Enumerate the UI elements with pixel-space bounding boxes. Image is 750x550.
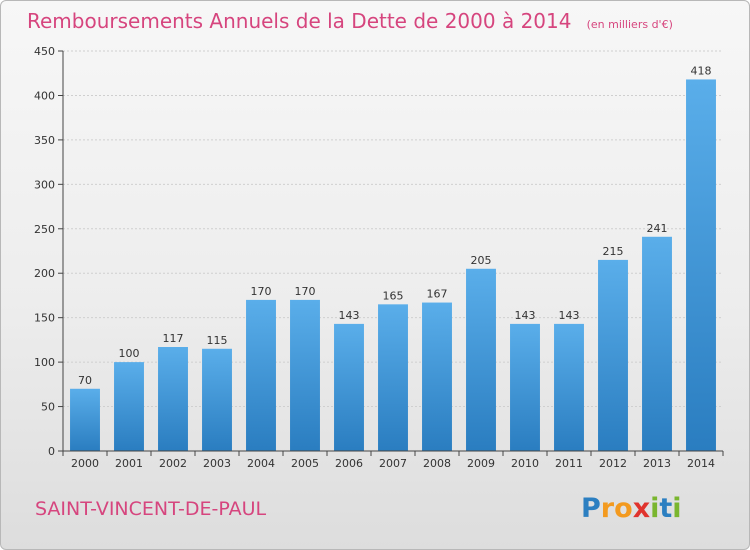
- x-tick-label-2006: 2006: [335, 457, 363, 470]
- data-label-2005: 170: [295, 285, 316, 298]
- x-tick-label-2000: 2000: [71, 457, 99, 470]
- data-label-2000: 70: [78, 374, 92, 387]
- bar-2007: [378, 304, 408, 451]
- data-label-2010: 143: [515, 309, 536, 322]
- bar-2003: [202, 348, 232, 451]
- logo-letter: i: [672, 493, 681, 524]
- bar-2006: [334, 323, 364, 451]
- data-label-2007: 165: [383, 289, 404, 302]
- data-label-2002: 117: [163, 332, 184, 345]
- x-tick-label-2002: 2002: [159, 457, 187, 470]
- logo-letter: i: [650, 493, 659, 524]
- bar-2000: [70, 388, 100, 451]
- x-tick-label-2004: 2004: [247, 457, 275, 470]
- x-tick-label-2003: 2003: [203, 457, 231, 470]
- data-label-2009: 205: [471, 254, 492, 267]
- y-tick-label: 450: [34, 45, 55, 58]
- commune-name: SAINT-VINCENT-DE-PAUL: [35, 498, 266, 520]
- logo-letter: t: [659, 493, 672, 524]
- bar-2010: [510, 323, 540, 451]
- data-label-2004: 170: [251, 285, 272, 298]
- y-tick-label: 0: [48, 445, 55, 458]
- x-tick-label-2012: 2012: [599, 457, 627, 470]
- y-tick-label: 200: [34, 267, 55, 280]
- unit-label: (en milliers d'€): [587, 18, 673, 31]
- chart-title: Remboursements Annuels de la Dette de 20…: [27, 9, 571, 33]
- bar-2014: [686, 79, 716, 451]
- x-axis: 2000 2001 2002 2003 2004 2005 2006 2007 2008 2009…: [62, 450, 724, 470]
- bar-2004: [246, 299, 276, 451]
- x-tick-label-2014: 2014: [687, 457, 715, 470]
- x-tick-label-2001: 2001: [115, 457, 143, 470]
- x-tick-label-2005: 2005: [291, 457, 319, 470]
- logo-letter: o: [614, 493, 633, 524]
- bar-2012: [598, 259, 628, 451]
- data-label-2012: 215: [603, 245, 624, 258]
- bar-2005: [290, 299, 320, 451]
- y-tick-label: 150: [34, 312, 55, 325]
- y-tick-label: 100: [34, 356, 55, 369]
- bar-2009: [466, 268, 496, 451]
- y-tick-label: 400: [34, 89, 55, 102]
- x-tick-label-2010: 2010: [511, 457, 539, 470]
- y-tick-label: 50: [41, 401, 55, 414]
- bar-2008: [422, 302, 452, 451]
- x-tick-label-2007: 2007: [379, 457, 407, 470]
- data-label-2013: 241: [647, 222, 668, 235]
- bar-2002: [158, 347, 188, 451]
- data-label-2008: 167: [427, 288, 448, 301]
- logo-letter: r: [601, 493, 615, 524]
- x-tick-label-2008: 2008: [423, 457, 451, 470]
- y-tick-label: 350: [34, 134, 55, 147]
- data-label-2011: 143: [559, 309, 580, 322]
- data-label-2003: 115: [207, 334, 228, 347]
- bar-2011: [554, 323, 584, 451]
- y-tick-label: 250: [34, 223, 55, 236]
- x-tick-label-2011: 2011: [555, 457, 583, 470]
- data-label-2001: 100: [119, 347, 140, 360]
- bar-2001: [114, 362, 144, 451]
- bar-2013: [642, 236, 672, 451]
- y-tick-label: 300: [34, 178, 55, 191]
- proxiti-logo: Proxiti: [581, 493, 682, 524]
- x-tick-label-2009: 2009: [467, 457, 495, 470]
- logo-letter: x: [633, 493, 650, 524]
- bars: 70 100 117 115 170 170 143 165 167 205 143 143 215 24…: [70, 64, 716, 451]
- x-tick-label-2013: 2013: [643, 457, 671, 470]
- data-label-2006: 143: [339, 309, 360, 322]
- data-label-2014: 418: [691, 64, 712, 77]
- logo-letter: P: [581, 493, 601, 524]
- svg-text:Remboursements Annuels de la D: Remboursements Annuels de la Dette de 20…: [27, 9, 673, 33]
- y-axis: 0 50 100 150 200 250 300 350 400 450: [34, 45, 64, 458]
